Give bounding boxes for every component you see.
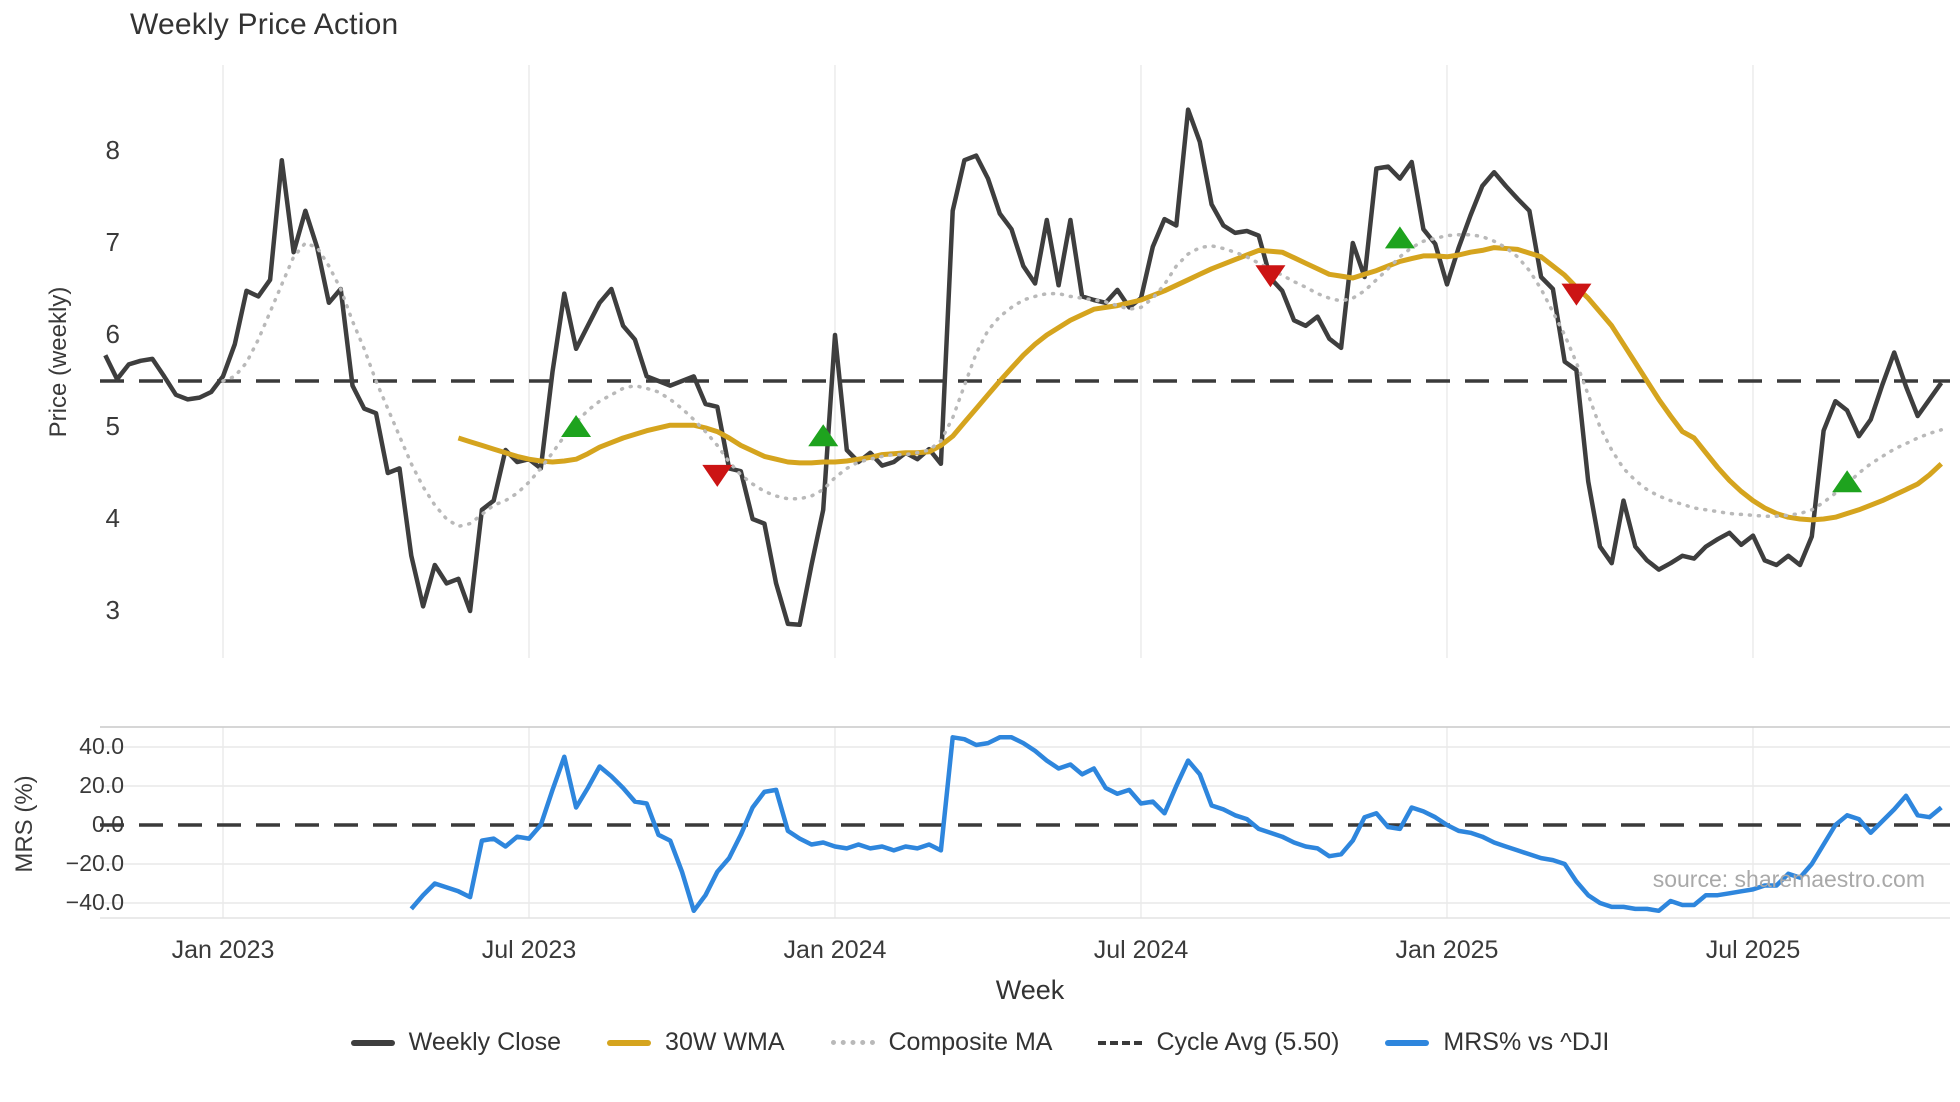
legend-30w-wma: 30W WMA	[607, 1028, 785, 1057]
page-title: Weekly Price Action	[130, 8, 399, 41]
composite-ma-line	[221, 232, 1944, 529]
legend-composite-ma: Composite MA	[830, 1028, 1053, 1057]
wma-line	[457, 245, 1944, 523]
x-axis-title: Week	[995, 975, 1065, 1005]
legend-weekly-close: Weekly Close	[350, 1028, 562, 1057]
price-ytick-8: 8	[105, 135, 120, 165]
legend-mrs-label: MRS% vs ^DJI	[1443, 1028, 1610, 1056]
sell-signal-marker	[1255, 265, 1286, 288]
legend-mrs-swatch-icon	[1385, 1039, 1430, 1046]
mrs-ytick-40.0: 40.0	[79, 733, 124, 759]
weekly-close-line	[103, 107, 1944, 628]
x-tick-Jul-2025: Jul 2025	[1705, 936, 1801, 964]
sell-signal-marker	[702, 464, 733, 487]
legend: Weekly Close 30W WMA Composite MA Cycle Avg…	[0, 1028, 1960, 1057]
legend-cycle-avg-swatch-icon	[1098, 1040, 1143, 1045]
legend-weekly-close-swatch-icon	[350, 1039, 395, 1046]
legend-composite-ma-label: Composite MA	[888, 1028, 1053, 1056]
legend-30w-wma-swatch-icon	[607, 1039, 652, 1046]
price-ytick-5: 5	[105, 411, 120, 441]
legend-composite-ma-swatch-icon	[830, 1040, 875, 1045]
mrs-axis-label: MRS (%)	[11, 775, 38, 873]
legend-mrs: MRS% vs ^DJI	[1385, 1028, 1609, 1057]
legend-cycle-avg-label: Cycle Avg (5.50)	[1156, 1028, 1340, 1056]
source-watermark: source: sharemaestro.com	[1652, 866, 1925, 892]
price-ytick-3: 3	[105, 595, 120, 625]
buy-signal-marker	[561, 415, 592, 437]
buy-signal-marker	[1384, 226, 1415, 249]
legend-weekly-close-label: Weekly Close	[408, 1028, 562, 1056]
mrs-ytick--20.0: −20.0	[65, 850, 124, 876]
buy-signal-marker	[808, 424, 839, 447]
price-ytick-6: 6	[105, 319, 120, 349]
sell-signal-marker	[1561, 283, 1592, 306]
price-ytick-4: 4	[105, 503, 120, 533]
mrs-ytick--40.0: −40.0	[65, 889, 124, 915]
mrs-line	[409, 735, 1943, 914]
x-tick-Jul-2024: Jul 2024	[1093, 936, 1189, 964]
legend-cycle-avg: Cycle Avg (5.50)	[1098, 1028, 1339, 1057]
x-tick-Jan-2023: Jan 2023	[171, 936, 275, 964]
x-tick-Jan-2024: Jan 2024	[783, 936, 887, 964]
price-ytick-7: 7	[105, 227, 120, 257]
mrs-ytick-20.0: 20.0	[79, 772, 124, 798]
mrs-ytick-0.0: 0.0	[92, 811, 124, 837]
buy-signal-marker	[1832, 470, 1863, 493]
x-tick-Jan-2025: Jan 2025	[1395, 936, 1499, 964]
x-tick-Jul-2023: Jul 2023	[481, 936, 577, 964]
legend-30w-wma-label: 30W WMA	[665, 1028, 785, 1056]
